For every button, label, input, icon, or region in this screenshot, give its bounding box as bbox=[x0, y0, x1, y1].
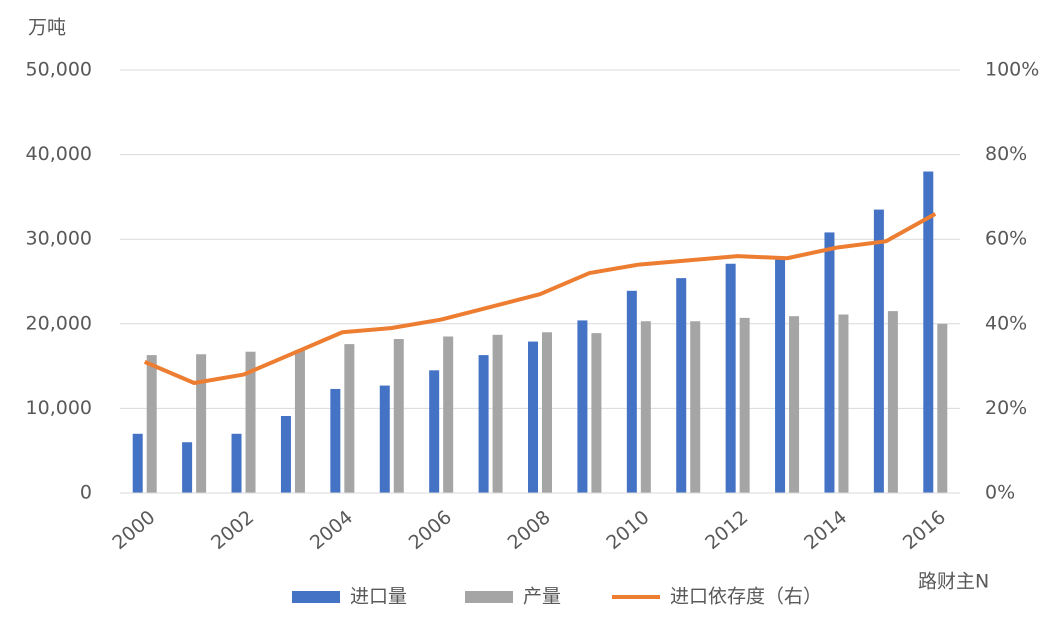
bar bbox=[775, 256, 786, 493]
y-tick-label: 10,000 bbox=[26, 397, 92, 419]
y-tick-label: 0 bbox=[80, 482, 92, 504]
bar bbox=[379, 385, 390, 493]
legend-label: 进口量 bbox=[350, 586, 407, 608]
legend-swatch bbox=[465, 591, 513, 603]
bar bbox=[824, 232, 835, 493]
y2-tick-label: 20% bbox=[985, 397, 1027, 419]
bar bbox=[478, 355, 489, 493]
y2-tick-label: 80% bbox=[985, 143, 1027, 165]
legend-label: 进口依存度（右） bbox=[670, 586, 822, 608]
bar bbox=[676, 278, 687, 493]
bar bbox=[640, 321, 651, 493]
bar bbox=[591, 333, 602, 493]
bar bbox=[739, 317, 750, 493]
y2-tick-label: 40% bbox=[985, 312, 1027, 334]
y-tick-label: 20,000 bbox=[26, 312, 92, 334]
y-tick-label: 40,000 bbox=[26, 143, 92, 165]
bar bbox=[887, 311, 898, 493]
bar bbox=[344, 344, 355, 493]
bar bbox=[393, 339, 404, 493]
bar bbox=[280, 416, 291, 493]
bar bbox=[923, 171, 934, 493]
bar bbox=[196, 354, 207, 493]
y2-tick-label: 60% bbox=[985, 228, 1027, 250]
bar bbox=[146, 355, 157, 493]
watermark: 路财主N bbox=[918, 571, 989, 593]
bar bbox=[182, 442, 193, 493]
bar bbox=[132, 433, 143, 493]
y-tick-label: 30,000 bbox=[26, 228, 92, 250]
bar bbox=[245, 351, 256, 493]
bar bbox=[838, 314, 849, 493]
bar bbox=[873, 209, 884, 493]
bar bbox=[690, 321, 701, 493]
bar bbox=[542, 332, 552, 493]
y-axis-title: 万吨 bbox=[28, 17, 66, 39]
bar bbox=[231, 433, 242, 493]
legend-label: 产量 bbox=[523, 586, 561, 608]
bar bbox=[429, 370, 440, 493]
legend-swatch bbox=[292, 591, 340, 603]
bar bbox=[330, 388, 341, 493]
bar bbox=[577, 320, 588, 493]
bar bbox=[725, 263, 736, 493]
y2-tick-label: 0% bbox=[985, 482, 1015, 504]
bar bbox=[492, 334, 503, 493]
bar bbox=[789, 316, 800, 493]
bar bbox=[937, 323, 948, 493]
bar bbox=[528, 341, 538, 493]
bar bbox=[294, 350, 305, 493]
y2-tick-label: 100% bbox=[985, 59, 1039, 81]
bar bbox=[626, 290, 637, 493]
bar bbox=[443, 336, 454, 493]
y-tick-label: 50,000 bbox=[26, 59, 92, 81]
line bbox=[143, 212, 937, 386]
